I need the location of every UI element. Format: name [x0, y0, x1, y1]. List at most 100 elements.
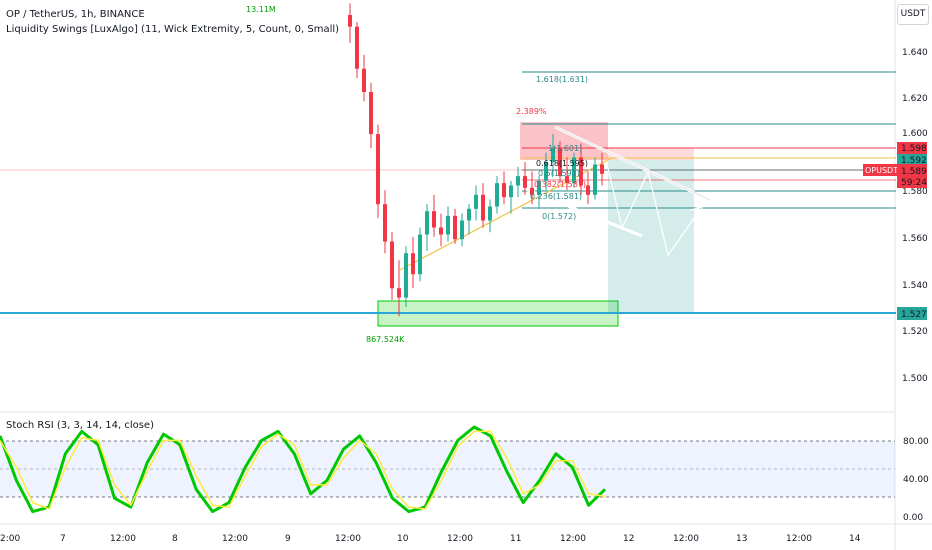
candle-body	[411, 253, 415, 275]
candle-body	[586, 185, 590, 195]
time-axis[interactable]: 2:00 7 12:00 8 12:00 9 12:00 10 12:00 11…	[0, 534, 861, 544]
candle-body	[404, 253, 408, 298]
top-volume-label: 13.11M	[246, 5, 276, 14]
badge-symbol-bg	[863, 164, 897, 176]
badge-price: 1.589	[901, 167, 927, 177]
candle-body	[523, 176, 527, 188]
candle-body	[369, 92, 373, 135]
fib-label-1618: 1.618(1.631)	[536, 75, 588, 84]
indicator-legend[interactable]: Liquidity Swings [LuxAlgo] (11, Wick Ext…	[6, 24, 340, 35]
price-tick: 1.560	[902, 234, 928, 244]
candle-body	[467, 208, 471, 221]
candle-body	[593, 164, 597, 195]
rsi-tick: 0.00	[903, 513, 923, 523]
badge-stop: 1.598	[901, 144, 927, 154]
candle-body	[558, 148, 562, 177]
rsi-legend[interactable]: Stoch RSI (3, 3, 14, 14, close)	[6, 420, 154, 431]
time-tick: 14	[849, 534, 861, 544]
candle-body	[537, 180, 541, 195]
candle-body	[432, 211, 436, 228]
time-tick: 12:00	[110, 534, 136, 544]
candlestick-series	[348, 3, 604, 317]
fib-label-05: 0.5(1.591)	[538, 169, 580, 178]
badge-symbol: OPUSDT	[865, 166, 898, 175]
channel-lower-shadow	[483, 170, 643, 238]
fib-label-0382: 0.382(1.587)	[534, 180, 586, 189]
time-tick: 12	[623, 534, 634, 544]
price-tick: 1.600	[902, 129, 928, 139]
rsi-k-line	[0, 425, 607, 514]
rising-trendline	[399, 157, 613, 271]
candle-body	[418, 234, 422, 275]
badge-support: 1.527	[901, 310, 927, 320]
projection-zigzag	[607, 167, 701, 257]
candle-body	[481, 194, 485, 221]
stoch-rsi-series	[0, 425, 607, 514]
candle-body	[439, 227, 443, 235]
candle-body	[355, 26, 359, 69]
time-tick: 12:00	[560, 534, 586, 544]
time-tick: 8	[172, 534, 178, 544]
time-tick: 11	[510, 534, 521, 544]
price-axis[interactable]: 1.640 1.620 1.580 1.560 1.540 1.520 1.50…	[902, 48, 928, 384]
price-tick: 1.520	[902, 327, 928, 337]
candle-body	[551, 148, 555, 163]
candle-body	[516, 176, 520, 186]
candle-body	[544, 162, 548, 181]
symbol-title[interactable]: OP / TetherUS, 1h, BINANCE	[6, 9, 145, 20]
candle-body	[509, 185, 513, 198]
fib-label-0: 0(1.572)	[542, 212, 576, 221]
time-tick: 2:00	[0, 534, 20, 544]
candle-body	[565, 176, 569, 184]
time-tick: 12:00	[335, 534, 361, 544]
candle-body	[572, 157, 576, 184]
fib-label-0618: 0.618(1.595)	[536, 159, 588, 168]
time-tick: 12:00	[786, 534, 812, 544]
time-tick: 10	[397, 534, 409, 544]
rsi-tick: 40.00	[903, 475, 929, 485]
channel-upper-outline	[554, 126, 711, 201]
projection-arrowhead	[689, 206, 703, 220]
candle-body	[453, 215, 457, 240]
badge-fib: 1.592	[901, 156, 927, 166]
stop-zone	[608, 148, 694, 160]
rsi-d-line	[0, 430, 606, 510]
rsi-tick: 80.00	[903, 437, 929, 447]
badge-countdown: 59:24	[901, 178, 927, 188]
time-tick: 12:00	[673, 534, 699, 544]
badge-stop-bg	[897, 142, 927, 154]
candle-body	[474, 194, 478, 209]
price-badges: 1.598 1.592 OPUSDT 1.589 59:24 1.527	[863, 142, 927, 320]
candle-body	[495, 183, 499, 207]
time-tick: 13	[736, 534, 747, 544]
candle-body	[600, 164, 604, 174]
fib-label-0236: 0.236(1.581)	[530, 192, 582, 201]
candle-body	[383, 204, 387, 242]
price-tick: 1.540	[902, 281, 928, 291]
candle-body	[579, 157, 583, 186]
price-tick: 1.640	[902, 48, 928, 58]
badge-fib-bg	[897, 154, 927, 164]
candle-body	[425, 211, 429, 235]
price-tick: 1.620	[902, 94, 928, 104]
currency-unit-button[interactable]: USDT	[897, 4, 929, 25]
candle-body	[397, 288, 401, 298]
price-tick: 1.580	[902, 187, 928, 197]
time-tick: 12:00	[447, 534, 473, 544]
candle-body	[390, 241, 394, 289]
candle-body	[460, 220, 464, 240]
time-tick: 12:00	[222, 534, 248, 544]
time-tick: 9	[285, 534, 291, 544]
candle-body	[376, 134, 380, 205]
candle-body	[446, 215, 450, 235]
fib-label-1: 1(1.601)	[548, 144, 582, 153]
rsi-axis[interactable]: 80.00 40.00 0.00	[903, 437, 929, 523]
candle-body	[362, 68, 366, 93]
price-tick: 1.500	[902, 374, 928, 384]
badge-support-bg	[897, 307, 927, 320]
range-highlight	[520, 122, 608, 160]
channel-upper-line	[554, 125, 711, 202]
badge-price-bg	[897, 164, 927, 188]
candle-body	[502, 183, 506, 198]
